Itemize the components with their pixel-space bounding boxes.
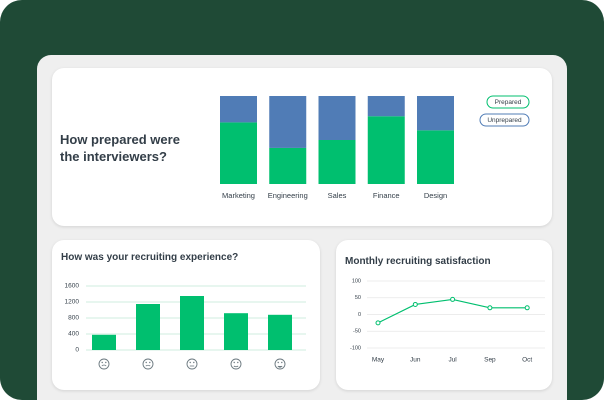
point xyxy=(412,301,418,307)
y-tick-label: -100 xyxy=(350,345,361,351)
face-eye xyxy=(101,361,103,364)
face-eye xyxy=(145,361,147,364)
face-eye xyxy=(237,361,239,364)
x-tick-label: Sep xyxy=(484,357,496,364)
bar-segment xyxy=(220,96,257,123)
bar-segment xyxy=(269,147,307,184)
point xyxy=(524,305,530,311)
x-tick-label: Jun xyxy=(410,357,421,364)
bar xyxy=(180,296,204,350)
chart-title: Monthly recruiting satisfaction xyxy=(345,256,491,267)
face-icon xyxy=(274,358,286,370)
point xyxy=(450,296,456,302)
y-tick-label: 1600 xyxy=(65,283,80,290)
legend-label: Prepared xyxy=(495,99,522,106)
bar xyxy=(224,313,248,350)
legend-pill xyxy=(479,113,530,127)
point xyxy=(487,305,493,311)
x-tick-label: Engineering xyxy=(268,191,308,200)
chart-title: How prepared were the interviewers? xyxy=(60,132,180,164)
bar-segment xyxy=(318,140,356,184)
chart-title: How was your recruiting experience? xyxy=(61,252,239,263)
y-tick-label: 100 xyxy=(352,278,361,284)
x-tick-label: Sales xyxy=(328,191,347,200)
bar-segment xyxy=(367,116,405,184)
face-mouth xyxy=(101,364,107,367)
y-tick-label: -50 xyxy=(353,329,361,335)
x-tick-label: May xyxy=(372,357,385,364)
face-eye xyxy=(189,361,191,364)
bar-segment xyxy=(417,130,454,184)
x-tick-label: Design xyxy=(424,191,447,200)
y-tick-label: 400 xyxy=(68,331,79,338)
face-eye xyxy=(149,361,151,364)
bar xyxy=(92,334,116,350)
y-tick-label: 0 xyxy=(358,312,361,318)
bar-segment xyxy=(269,96,307,148)
card xyxy=(336,240,552,390)
face-icon xyxy=(142,358,154,370)
bar xyxy=(136,304,160,350)
bar xyxy=(268,314,292,350)
y-tick-label: 800 xyxy=(68,315,79,322)
face-eye xyxy=(233,361,235,364)
bar-segment xyxy=(220,122,257,184)
point xyxy=(375,320,381,326)
x-tick-label: Oct xyxy=(522,357,532,364)
y-tick-label: 1200 xyxy=(65,299,80,306)
face-eye xyxy=(193,361,195,364)
bar-segment xyxy=(318,96,356,140)
bar-segment xyxy=(367,96,405,117)
y-tick-label: 50 xyxy=(355,295,361,301)
face-eye xyxy=(281,361,283,364)
legend-label: Unprepared xyxy=(487,117,522,124)
x-tick-label: Marketing xyxy=(222,191,255,200)
face-icon xyxy=(230,358,242,370)
legend-pill xyxy=(486,95,530,109)
face-mouth xyxy=(277,365,283,368)
y-tick-label: 0 xyxy=(75,347,79,354)
face-icon xyxy=(186,358,198,370)
face-mouth xyxy=(233,365,239,368)
line xyxy=(377,298,528,324)
face-icon xyxy=(98,358,110,370)
face-eye xyxy=(105,361,107,364)
x-tick-label: Jul xyxy=(448,357,457,364)
face-mouth xyxy=(145,364,151,367)
face-eye xyxy=(277,361,279,364)
bar-segment xyxy=(417,96,454,131)
x-tick-label: Finance xyxy=(373,191,400,200)
